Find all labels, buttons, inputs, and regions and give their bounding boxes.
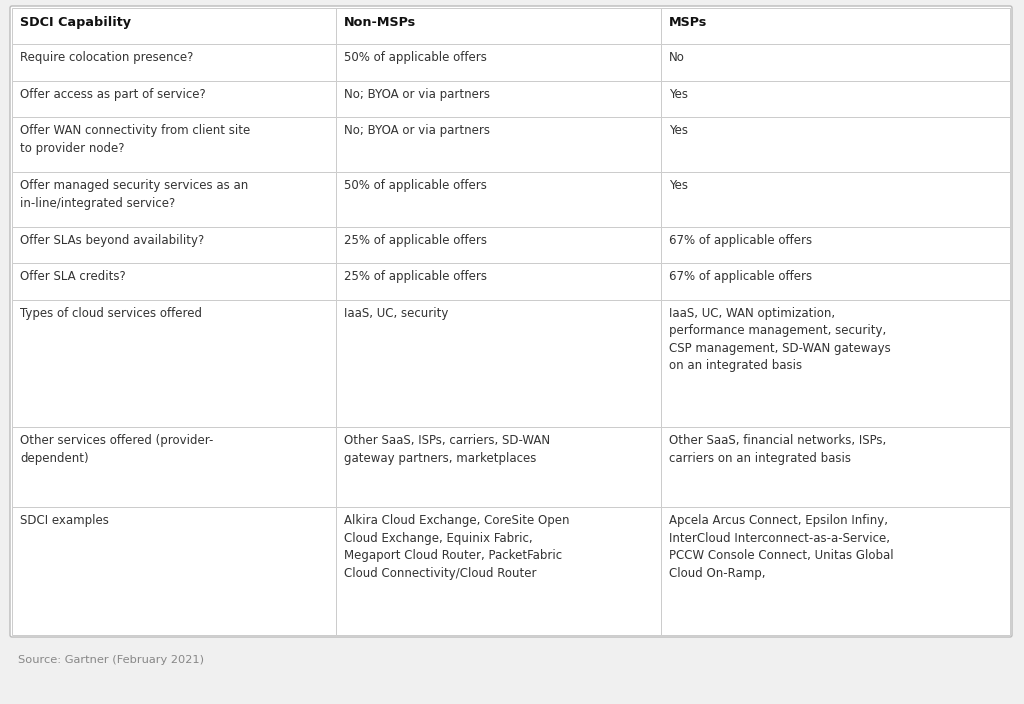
Text: Offer managed security services as an
in-line/integrated service?: Offer managed security services as an in… bbox=[20, 179, 248, 210]
Bar bbox=[660, 118, 1010, 172]
Bar bbox=[660, 300, 1010, 427]
Bar bbox=[660, 508, 1010, 635]
Text: Alkira Cloud Exchange, CoreSite Open
Cloud Exchange, Equinix Fabric,
Megaport Cl: Alkira Cloud Exchange, CoreSite Open Clo… bbox=[344, 515, 569, 580]
Text: Offer SLA credits?: Offer SLA credits? bbox=[20, 270, 126, 283]
Text: MSPs: MSPs bbox=[669, 16, 707, 29]
Bar bbox=[660, 172, 1010, 227]
Bar bbox=[336, 44, 660, 81]
FancyBboxPatch shape bbox=[10, 6, 1012, 637]
Bar bbox=[336, 227, 660, 263]
Text: 50% of applicable offers: 50% of applicable offers bbox=[344, 51, 487, 65]
Bar bbox=[12, 427, 336, 508]
Text: SDCI Capability: SDCI Capability bbox=[20, 16, 131, 29]
Bar bbox=[12, 8, 336, 44]
Bar bbox=[12, 44, 336, 81]
Bar bbox=[336, 508, 660, 635]
Text: Source: Gartner (February 2021): Source: Gartner (February 2021) bbox=[18, 655, 204, 665]
Bar bbox=[660, 263, 1010, 300]
Text: 67% of applicable offers: 67% of applicable offers bbox=[669, 270, 812, 283]
Text: 67% of applicable offers: 67% of applicable offers bbox=[669, 234, 812, 246]
Bar bbox=[12, 172, 336, 227]
Bar bbox=[336, 8, 660, 44]
Bar bbox=[660, 44, 1010, 81]
Bar bbox=[660, 8, 1010, 44]
Bar bbox=[12, 81, 336, 118]
Text: Yes: Yes bbox=[669, 125, 688, 137]
Text: Other SaaS, financial networks, ISPs,
carriers on an integrated basis: Other SaaS, financial networks, ISPs, ca… bbox=[669, 434, 886, 465]
Bar bbox=[12, 227, 336, 263]
Bar bbox=[336, 263, 660, 300]
Text: Other services offered (provider-
dependent): Other services offered (provider- depend… bbox=[20, 434, 213, 465]
Text: Offer WAN connectivity from client site
to provider node?: Offer WAN connectivity from client site … bbox=[20, 125, 250, 155]
Bar bbox=[336, 81, 660, 118]
Bar bbox=[12, 508, 336, 635]
Bar bbox=[336, 118, 660, 172]
Text: No: No bbox=[669, 51, 685, 65]
Bar bbox=[336, 172, 660, 227]
Text: Offer access as part of service?: Offer access as part of service? bbox=[20, 88, 206, 101]
Text: No; BYOA or via partners: No; BYOA or via partners bbox=[344, 88, 490, 101]
Bar bbox=[12, 263, 336, 300]
Bar bbox=[12, 118, 336, 172]
Text: SDCI examples: SDCI examples bbox=[20, 515, 109, 527]
Text: Require colocation presence?: Require colocation presence? bbox=[20, 51, 194, 65]
Text: No; BYOA or via partners: No; BYOA or via partners bbox=[344, 125, 490, 137]
Bar bbox=[660, 427, 1010, 508]
Bar bbox=[336, 300, 660, 427]
Text: Yes: Yes bbox=[669, 179, 688, 192]
Text: 25% of applicable offers: 25% of applicable offers bbox=[344, 234, 487, 246]
Bar bbox=[12, 300, 336, 427]
Text: IaaS, UC, security: IaaS, UC, security bbox=[344, 307, 449, 320]
Text: Non-MSPs: Non-MSPs bbox=[344, 16, 417, 29]
Text: Types of cloud services offered: Types of cloud services offered bbox=[20, 307, 202, 320]
Bar bbox=[660, 81, 1010, 118]
Text: 50% of applicable offers: 50% of applicable offers bbox=[344, 179, 487, 192]
Bar bbox=[660, 227, 1010, 263]
Text: Offer SLAs beyond availability?: Offer SLAs beyond availability? bbox=[20, 234, 204, 246]
Text: 25% of applicable offers: 25% of applicable offers bbox=[344, 270, 487, 283]
Bar bbox=[336, 427, 660, 508]
Text: IaaS, UC, WAN optimization,
performance management, security,
CSP management, SD: IaaS, UC, WAN optimization, performance … bbox=[669, 307, 891, 372]
Text: Other SaaS, ISPs, carriers, SD-WAN
gateway partners, marketplaces: Other SaaS, ISPs, carriers, SD-WAN gatew… bbox=[344, 434, 551, 465]
Text: Apcela Arcus Connect, Epsilon Infiny,
InterCloud Interconnect-as-a-Service,
PCCW: Apcela Arcus Connect, Epsilon Infiny, In… bbox=[669, 515, 893, 580]
Text: Yes: Yes bbox=[669, 88, 688, 101]
